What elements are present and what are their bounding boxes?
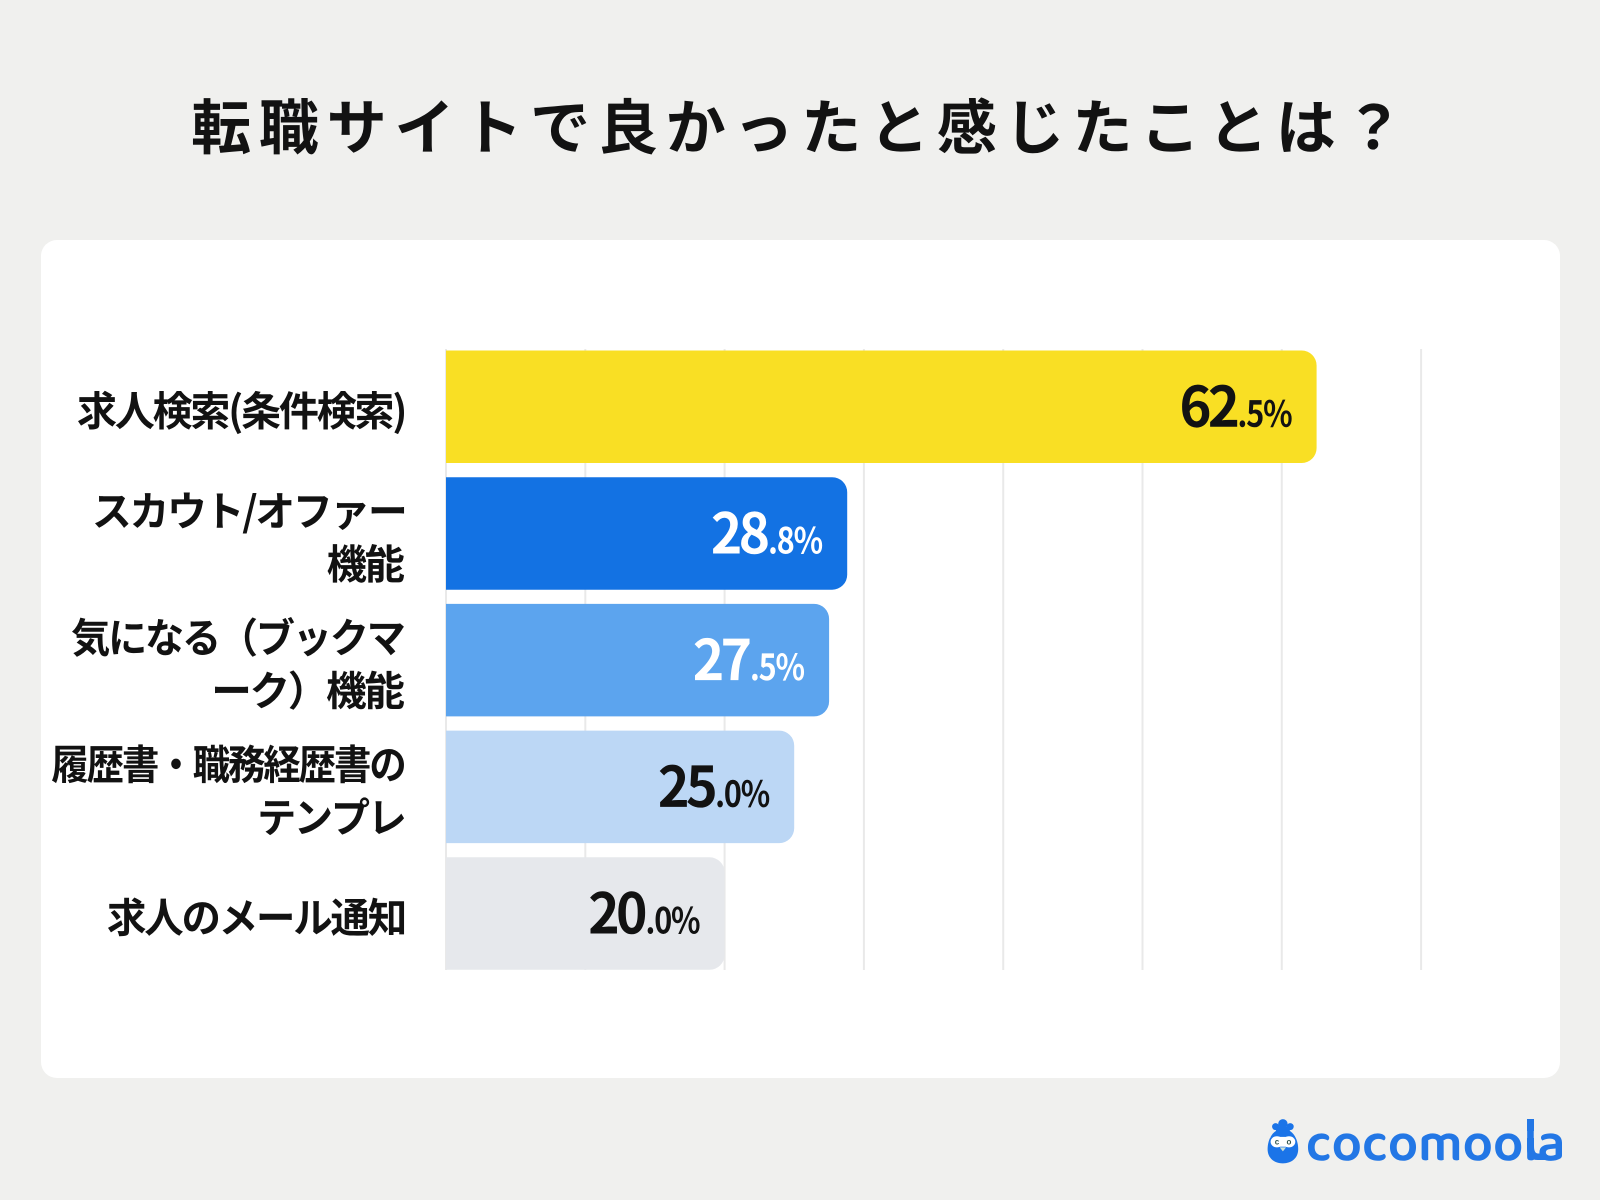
svg-text:c: c xyxy=(1275,1138,1280,1147)
svg-text:o: o xyxy=(1286,1138,1291,1147)
